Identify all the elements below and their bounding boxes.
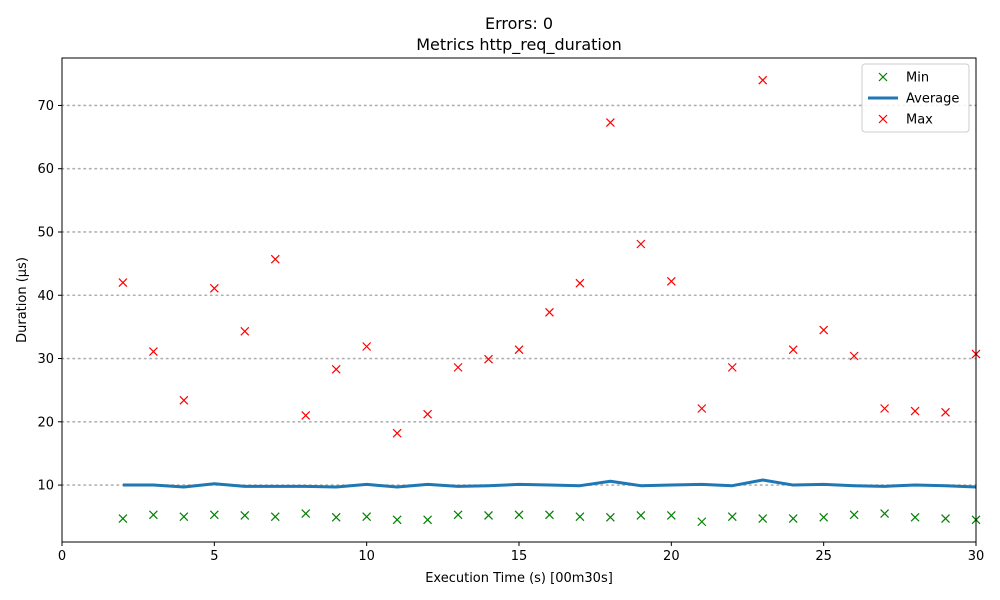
max-point [484,354,493,364]
y-tick-label: 20 [37,415,54,430]
max-point [758,75,768,85]
max-point [575,278,585,288]
legend: Min Average Max [861,63,970,133]
legend-box [861,63,970,133]
min-point [484,511,493,520]
max-point [118,278,128,288]
max-point [788,345,798,355]
min-point [179,512,189,522]
legend-swatch-min [878,72,888,82]
legend-label-average: Average [906,92,959,107]
y-tick-label: 70 [37,99,54,114]
max-point [148,347,158,356]
average-series-line [122,478,977,489]
min-point [209,510,219,520]
max-point [819,325,829,335]
min-point [880,509,890,518]
max-point [331,364,341,374]
min-point [118,514,128,524]
max-point [727,362,737,372]
y-tick-label: 60 [37,162,54,177]
y-axis-ticks: 10 20 30 40 50 60 70 [37,99,62,494]
min-point [423,515,433,525]
min-point [270,512,280,522]
max-point [666,276,676,286]
min-point [941,514,950,524]
series-layer [118,75,981,527]
legend-label-min: Min [906,71,929,86]
max-point [179,395,189,405]
min-point [575,512,585,522]
x-axis-label: Execution Time (s) [00m30s] [425,571,613,586]
min-point [331,512,341,522]
max-point [301,411,311,420]
max-point [697,404,707,413]
y-tick-label: 10 [37,479,54,494]
plot-frame [61,57,977,543]
max-point [240,326,250,336]
x-tick-label: 5 [210,549,218,564]
x-tick-label: 10 [358,549,375,564]
max-point [362,342,372,351]
legend-items: Min Average Max [868,71,959,128]
min-point [788,514,798,524]
min-point [362,512,372,522]
min-point [392,515,402,525]
chart-title-errors: Errors: 0 [485,14,553,33]
max-point [270,254,280,264]
min-point [849,510,859,520]
max-point [941,407,950,417]
max-point [636,239,646,249]
grid-lines [61,104,977,486]
legend-swatch-max [878,114,888,124]
y-tick-label: 30 [37,352,54,367]
y-tick-label: 50 [37,225,54,240]
y-tick-label: 40 [37,289,54,304]
min-point [545,510,554,520]
x-tick-label: 20 [663,549,680,564]
x-tick-label: 25 [815,549,832,564]
chart-title-metric: Metrics http_req_duration [416,35,622,55]
x-tick-label: 0 [58,549,66,564]
x-tick-label: 15 [511,549,528,564]
min-point [148,510,158,520]
min-series [118,509,981,527]
x-tick-label: 30 [968,549,985,564]
min-point [758,514,768,524]
max-point [880,404,890,413]
legend-label-max: Max [906,113,933,128]
max-point [910,406,920,416]
min-point [301,509,311,518]
x-axis-ticks: 0 5 10 15 20 25 30 [58,542,984,564]
max-point [514,345,524,355]
min-point [697,517,707,527]
max-point [453,362,463,372]
min-point [819,512,829,522]
min-point [636,511,646,520]
max-point [392,428,402,438]
min-point [605,512,615,522]
max-point [605,118,615,127]
max-point [545,307,554,317]
min-point [727,512,737,522]
max-series [118,75,981,438]
max-point [209,283,219,293]
min-point [666,511,676,520]
min-point [240,511,250,520]
max-point [849,351,859,361]
min-point [514,510,524,520]
y-axis-label: Duration (µs) [15,257,30,343]
min-point [453,510,463,520]
min-point [910,512,920,522]
max-point [423,409,433,419]
